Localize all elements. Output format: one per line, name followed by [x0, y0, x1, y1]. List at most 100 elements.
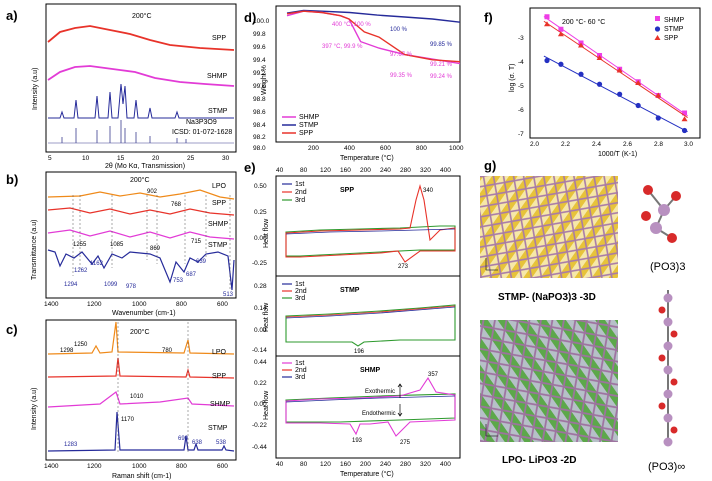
panel-b: b) 200°C Transmittance (a.u) LPO SPP SHM… [6, 171, 237, 317]
panel-d-label: d) [244, 10, 256, 25]
panel-e-shmp-cycle-1 [285, 395, 456, 403]
panel-e-shmp-ytick: 0.00 [254, 401, 267, 408]
panel-e-shmp-ytick: 0.44 [254, 359, 267, 366]
panel-c-xlabel: Raman shift (cm-1) [112, 473, 172, 480]
panel-b-legend-stmp: STMP [208, 242, 228, 249]
panel-c-peak-638: 638 [192, 440, 203, 446]
panel-f-point-spp [557, 31, 564, 37]
panel-f-fit-line-stmp [543, 55, 688, 133]
oxygen-atom [671, 191, 681, 201]
panel-e-stmp-legend-3rd: 3rd [295, 295, 305, 302]
panel-f-point-spp [681, 116, 688, 122]
panel-e-stmp-ytick: 0.28 [254, 283, 267, 290]
panel-f: f) 200 °C- 60 °C log (σ. T) -3 -4 -5 -6 … [484, 7, 701, 158]
panel-d-line-spp [286, 10, 461, 63]
phosphorus-atom [663, 317, 673, 327]
panel-e-spp-peak-340: 340 [423, 188, 434, 194]
panel-a-xtick-10: 10 [82, 155, 90, 162]
panel-e-top-xtick-320: 320 [420, 167, 431, 174]
panel-f-point-stmp [544, 57, 550, 64]
panel-c-xtick-1400: 1400 [44, 463, 59, 470]
panel-e-spp-cycle-1 [285, 228, 456, 235]
panel-c: c) 200°C Intensity (a.u) LPO SPP SHMP ST… [6, 319, 237, 480]
panel-c-xtick-1000: 1000 [132, 463, 147, 470]
panel-g-po3-3-molecule [641, 185, 681, 243]
panel-e-xtick-160: 160 [340, 461, 351, 468]
panel-c-xtick-1200: 1200 [87, 463, 102, 470]
panel-e-spp-legend-3rd: 3rd [295, 197, 305, 204]
panel-d-legend-stmp: STMP [299, 122, 319, 129]
panel-f-xtick-2.2: 2.2 [561, 141, 570, 148]
panel-b-lpo-trace [47, 189, 235, 200]
panel-b-peak-1099: 1099 [104, 282, 118, 288]
panel-d-ytick: 98.0 [253, 145, 266, 152]
panel-e-stmp-cycle-1 [285, 306, 456, 319]
panel-c-peak-1170: 1170 [121, 417, 135, 423]
panel-b-label: b) [6, 172, 18, 187]
panel-e-stmp-ytick: 0.00 [254, 327, 267, 334]
panel-f-legend-stmp: STMP [664, 26, 684, 33]
panel-g-stmp-crystal [480, 176, 618, 278]
panel-b-peak-768: 768 [171, 202, 182, 208]
panel-d-label-397c: 397 °C, 99.9 % [322, 44, 363, 50]
panel-b-legend-spp: SPP [212, 200, 226, 207]
panel-f-point-spp [596, 55, 603, 60]
panel-f-legend-marker-shmp [655, 16, 660, 21]
panel-a-annotation: 200°C [132, 12, 152, 20]
oxygen-atom [641, 211, 651, 221]
panel-e-spp-peak-273: 273 [398, 264, 409, 270]
phosphorus-atom [650, 222, 662, 234]
panel-e-top-xtick-200: 200 [360, 167, 371, 174]
panel-g-label: g) [484, 158, 496, 173]
panel-d-label-9935: 99.35 % [390, 73, 413, 79]
oxygen-atom [658, 402, 666, 410]
panel-e-spp-ytick: -0.25 [252, 260, 267, 267]
panel-b-peak-978: 978 [126, 284, 137, 290]
panel-a-xtick-15: 15 [117, 155, 125, 162]
oxygen-atom [658, 306, 666, 314]
panel-d-xtick-400: 400 [344, 145, 355, 152]
panel-a-ref-name: Na3P3O9 [186, 119, 217, 126]
panel-e-xtick-400: 400 [440, 461, 451, 468]
panel-g: g) [480, 158, 685, 473]
panel-f-point-spp [655, 92, 662, 98]
panel-b-peak-687: 687 [186, 272, 197, 278]
oxygen-atom [658, 354, 666, 362]
panel-a-xtick-20: 20 [152, 155, 160, 162]
panel-b-xtick-600: 600 [217, 301, 228, 308]
panel-e-label: e) [244, 160, 256, 175]
panel-c-stmp-trace [47, 411, 235, 452]
panel-e-top-xtick-80: 80 [300, 167, 308, 174]
panel-e-shmp-ytick: -0.22 [252, 422, 267, 429]
panel-a-ylabel: Intensity (a.u) [32, 68, 39, 110]
panel-f-xtick-2.8: 2.8 [654, 141, 663, 148]
panel-d-frame [275, 5, 461, 143]
panel-e-shmp-ytick: -0.44 [252, 444, 267, 451]
panel-e-xlabel: Temperature (°C) [340, 470, 394, 478]
panel-d-yticks: 100.0 99.8 99.6 99.4 99.2 99.0 98.8 98.6… [253, 18, 270, 152]
phosphorus-atom [663, 437, 673, 447]
panel-d-ylabel: Weight % [261, 65, 268, 95]
panel-f-ytick--7: -7 [518, 131, 524, 138]
panel-a-ref-code: ICSD: 01-072-1628 [172, 129, 232, 136]
panel-b-stmp-trace [47, 249, 235, 291]
panel-g-stmp-caption: STMP- (NaPO3)3 -3D [498, 292, 596, 303]
panel-e-shmp-legend-2nd: 2nd [295, 367, 307, 374]
panel-d-label-400c: 400 °C, 100 % [332, 22, 371, 28]
phosphorus-atom [663, 293, 673, 303]
panel-c-label: c) [6, 322, 18, 337]
panel-f-point-spp [578, 42, 584, 48]
panel-d-legend-shmp: SHMP [299, 114, 320, 121]
panel-a-legend-stmp: STMP [208, 108, 228, 115]
panel-f-annotation: 200 °C- 60 °C [562, 18, 605, 26]
panel-d-label-9924: 99.24 % [430, 74, 453, 80]
panel-d-ytick: 99.8 [253, 31, 266, 38]
panel-f-point-shmp [544, 14, 550, 20]
panel-d-xlabel: Temperature (°C) [340, 154, 394, 162]
panel-f-point-stmp [655, 115, 661, 121]
panel-f-fit-line-shmp [543, 16, 688, 117]
panel-e-shmp-arrows [397, 383, 403, 417]
oxygen-atom [667, 233, 677, 243]
panel-a-xtick-25: 25 [187, 155, 195, 162]
